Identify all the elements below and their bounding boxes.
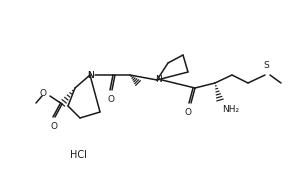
Text: N: N — [87, 71, 93, 80]
Text: N: N — [155, 74, 161, 83]
Text: HCl: HCl — [70, 150, 86, 160]
Text: N: N — [88, 71, 95, 80]
Text: O: O — [51, 122, 57, 131]
Text: O: O — [107, 95, 114, 104]
Text: S: S — [263, 61, 269, 70]
Text: NH₂: NH₂ — [222, 105, 239, 114]
Text: O: O — [185, 108, 191, 117]
Text: O: O — [39, 90, 46, 99]
